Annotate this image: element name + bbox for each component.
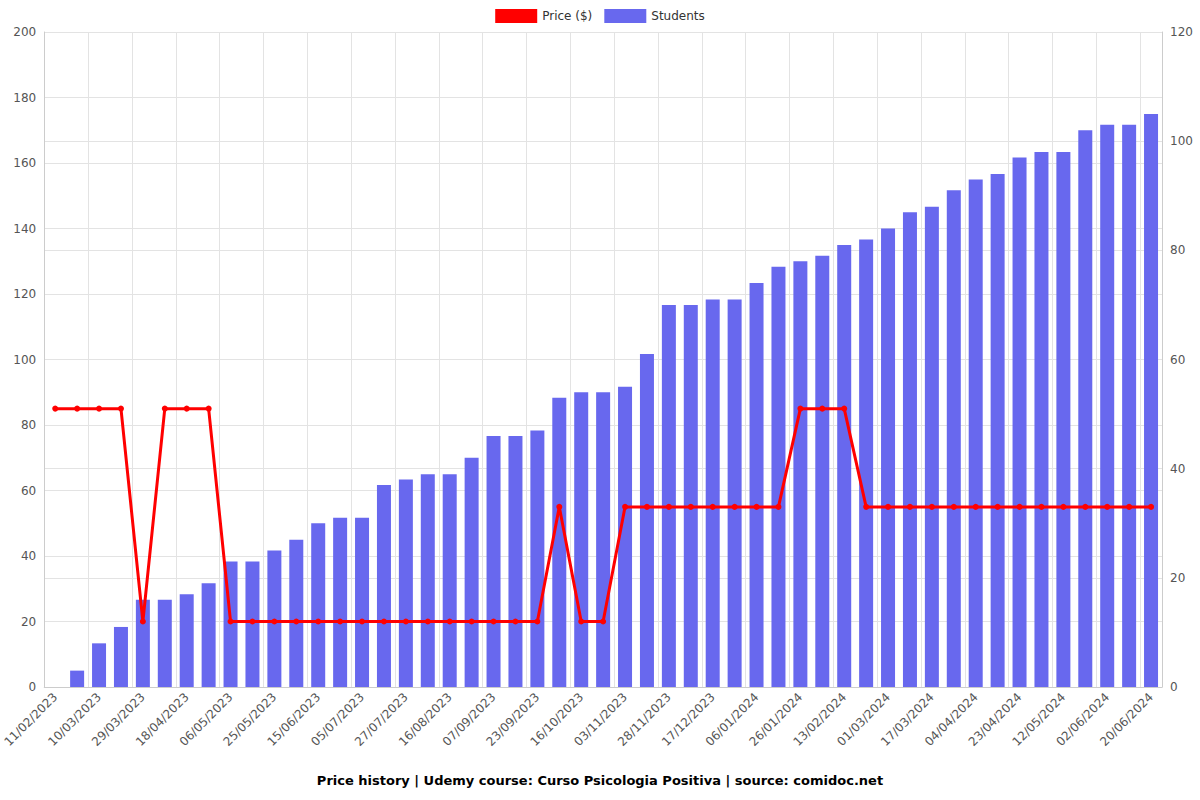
svg-text:100: 100 — [1170, 134, 1193, 148]
svg-text:0: 0 — [29, 680, 37, 694]
svg-text:13/02/2024: 13/02/2024 — [790, 690, 850, 749]
svg-text:12/05/2024: 12/05/2024 — [1009, 690, 1069, 749]
svg-text:25/05/2023: 25/05/2023 — [220, 690, 280, 749]
svg-text:28/11/2023: 28/11/2023 — [615, 690, 674, 749]
svg-text:06/01/2024: 06/01/2024 — [702, 690, 762, 749]
svg-text:0: 0 — [1170, 680, 1178, 694]
svg-text:18/04/2023: 18/04/2023 — [132, 690, 192, 749]
svg-text:01/03/2024: 01/03/2024 — [834, 690, 893, 749]
svg-text:20: 20 — [21, 615, 36, 629]
svg-text:80: 80 — [1170, 243, 1185, 257]
svg-text:26/01/2024: 26/01/2024 — [746, 690, 806, 749]
svg-text:140: 140 — [13, 222, 36, 236]
svg-text:06/05/2023: 06/05/2023 — [176, 690, 236, 749]
svg-text:02/06/2024: 02/06/2024 — [1053, 690, 1113, 749]
svg-text:Price history | Udemy course:: Price history | Udemy course: Curso Psic… — [317, 773, 883, 788]
svg-text:40: 40 — [21, 549, 36, 563]
svg-text:10/03/2023: 10/03/2023 — [45, 690, 104, 749]
svg-text:200: 200 — [13, 25, 36, 39]
svg-text:180: 180 — [13, 91, 36, 105]
svg-text:Price ($): Price ($) — [542, 9, 592, 23]
svg-text:120: 120 — [13, 287, 36, 301]
svg-text:16/08/2023: 16/08/2023 — [395, 690, 455, 749]
svg-text:17/03/2024: 17/03/2024 — [878, 690, 937, 749]
svg-text:40: 40 — [1170, 462, 1185, 476]
svg-text:27/07/2023: 27/07/2023 — [352, 690, 411, 749]
svg-text:20/06/2024: 20/06/2024 — [1097, 690, 1156, 749]
svg-text:03/11/2023: 03/11/2023 — [571, 690, 630, 749]
svg-text:16/10/2023: 16/10/2023 — [527, 690, 587, 749]
svg-text:80: 80 — [21, 418, 36, 432]
svg-text:11/02/2023: 11/02/2023 — [1, 690, 61, 749]
svg-text:23/09/2023: 23/09/2023 — [483, 690, 543, 749]
svg-text:100: 100 — [13, 353, 36, 367]
svg-text:15/06/2023: 15/06/2023 — [264, 690, 324, 749]
svg-text:29/03/2023: 29/03/2023 — [89, 690, 148, 749]
svg-text:23/04/2024: 23/04/2024 — [965, 690, 1025, 749]
svg-text:04/04/2024: 04/04/2024 — [921, 690, 981, 749]
svg-text:05/07/2023: 05/07/2023 — [308, 690, 367, 749]
svg-text:07/09/2023: 07/09/2023 — [439, 690, 499, 749]
svg-text:20: 20 — [1170, 571, 1185, 585]
svg-text:60: 60 — [21, 484, 36, 498]
svg-text:17/12/2023: 17/12/2023 — [658, 690, 718, 749]
svg-text:60: 60 — [1170, 353, 1185, 367]
svg-text:160: 160 — [13, 156, 36, 170]
svg-text:Students: Students — [651, 9, 705, 23]
svg-text:120: 120 — [1170, 25, 1193, 39]
